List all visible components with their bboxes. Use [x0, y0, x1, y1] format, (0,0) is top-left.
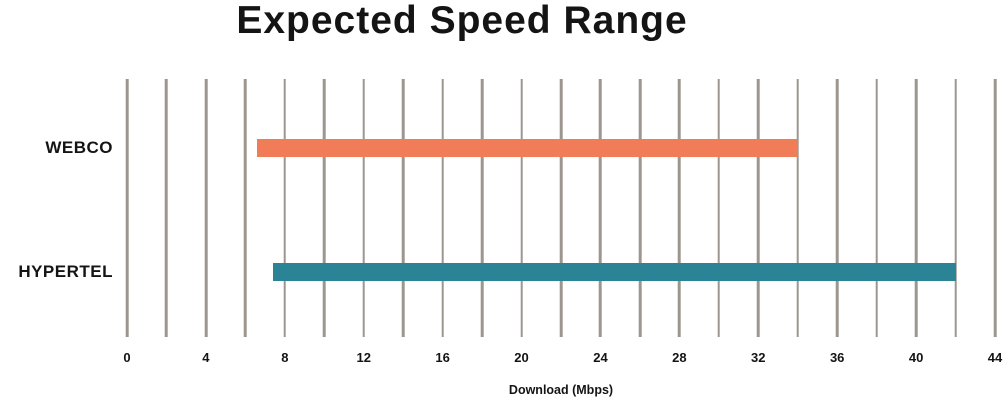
x-tick-label: 8	[281, 350, 289, 365]
gridline	[165, 79, 168, 337]
x-tick-label: 16	[435, 350, 450, 365]
gridline	[835, 79, 839, 337]
webco-range-bar	[257, 138, 798, 157]
gridline	[599, 79, 602, 337]
gridline	[362, 79, 366, 337]
x-axis-ticks: 0 4 8 12 16 20 24 28 32 36 40 44	[123, 337, 1002, 367]
gridline	[441, 79, 444, 337]
gridline	[954, 79, 957, 337]
x-tick-label: 4	[202, 350, 210, 365]
gridline	[993, 79, 997, 337]
gridline	[914, 79, 918, 337]
gridline	[244, 79, 247, 337]
x-tick-label: 20	[514, 350, 529, 365]
gridline	[204, 79, 208, 337]
category-label-hypertel: HYPERTEL	[18, 261, 113, 281]
gridline	[401, 79, 405, 337]
gridline	[125, 79, 129, 337]
x-tick-label: 44	[987, 350, 1003, 365]
x-tick-label: 32	[751, 350, 766, 365]
plot-area	[125, 79, 997, 337]
gridline	[283, 79, 287, 337]
category-label-webco: WEBCO	[45, 137, 113, 157]
x-tick-label: 40	[908, 350, 924, 365]
x-tick-label: 0	[123, 350, 131, 365]
x-tick-label: 36	[829, 350, 845, 365]
hypertel-range-bar	[272, 262, 956, 281]
gridline	[717, 79, 721, 337]
gridline	[638, 79, 642, 337]
x-tick-label: 28	[672, 350, 687, 365]
gridline	[480, 79, 484, 337]
gridline	[756, 79, 760, 337]
x-tick-label: 12	[356, 350, 371, 365]
gridline	[678, 79, 681, 337]
chart-title: Expected Speed Range	[236, 0, 688, 42]
x-axis-label: Download (Mbps)	[508, 383, 614, 397]
gridline	[559, 79, 563, 337]
gridline	[796, 79, 800, 337]
gridline	[875, 79, 878, 337]
gridline	[322, 79, 326, 337]
gridline	[520, 79, 523, 337]
x-tick-label: 24	[593, 350, 608, 365]
